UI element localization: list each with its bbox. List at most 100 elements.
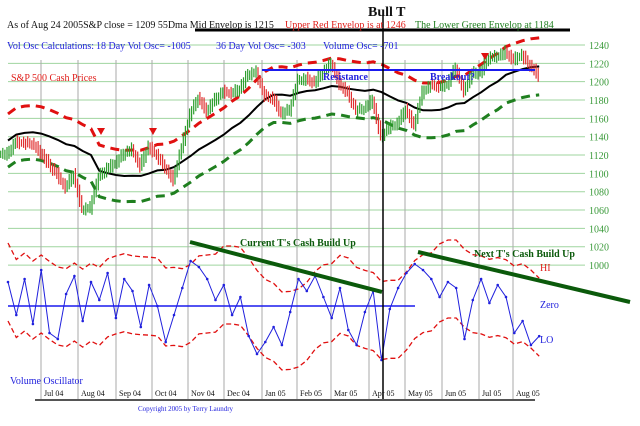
oscillator-point — [288, 310, 292, 314]
x-tick-label: Oct 04 — [155, 389, 177, 398]
sell-marker-icon — [149, 128, 157, 135]
oscillator-line — [7, 260, 540, 361]
oscillator-point — [73, 274, 76, 278]
y-tick-label: 1000 — [589, 261, 609, 272]
x-tick-label: Jun 05 — [445, 389, 466, 398]
oscillator-point — [139, 325, 143, 329]
oscillator-point — [122, 277, 126, 281]
price-envelopes — [7, 36, 540, 204]
chart-title: Bull T — [368, 5, 406, 20]
oscillator-point — [537, 334, 541, 338]
x-tick-label: Jan 05 — [265, 389, 286, 398]
upper-envelope-text: Upper Red Envelop is at 1246 — [285, 20, 406, 31]
oscillator-point — [81, 319, 84, 323]
x-tick-label: Mar 05 — [334, 389, 357, 398]
oscillator-point — [430, 277, 433, 281]
oscillator-point — [521, 319, 524, 323]
y-tick-label: 1140 — [589, 133, 609, 144]
osc-hi-band — [7, 239, 540, 293]
oscillator-point — [48, 331, 51, 335]
lower-envelope-text: The Lower Green Envelop at 1184 — [415, 20, 554, 31]
oscillator-point — [463, 337, 466, 341]
oscillator-point — [396, 286, 400, 290]
price-series-label: S&P 500 Cash Prices — [11, 73, 97, 84]
x-tick-label: Aug 05 — [516, 389, 540, 398]
oscillator-point — [6, 280, 10, 284]
y-tick-label: 1180 — [589, 96, 609, 107]
y-tick-label: 1100 — [589, 169, 609, 180]
oscillator-point — [355, 343, 358, 347]
oscillator-point — [56, 337, 60, 341]
oscillator-point — [305, 289, 309, 293]
next-t-trendline — [417, 250, 631, 304]
oscillator-point — [31, 322, 35, 326]
copyright: Copyright 2005 by Terry Laundry — [138, 405, 234, 413]
osc-lo-band — [7, 317, 540, 371]
oscillator-point — [247, 334, 250, 338]
oscillator-point — [214, 298, 217, 302]
oscillator-point — [205, 277, 209, 281]
oscillator-point — [438, 295, 441, 299]
y-tick-label: 1160 — [589, 114, 609, 125]
oscillator-point — [322, 295, 325, 299]
sell-marker-icon — [97, 128, 105, 135]
oscillator-point — [479, 277, 483, 281]
x-tick-label: May 05 — [408, 389, 433, 398]
oscillator-point — [380, 358, 383, 362]
oscillator-point — [106, 271, 109, 275]
oscillator-point — [405, 271, 408, 275]
moving-average-line — [7, 65, 540, 178]
oscillator-point — [421, 268, 425, 272]
oscillator-point — [222, 283, 226, 287]
oscillator-point — [23, 277, 26, 281]
y-tick-label: 1240 — [589, 41, 609, 52]
oscillator-point — [98, 298, 101, 302]
lower-envelope-line — [7, 93, 540, 204]
x-tick-label: Dec 04 — [227, 389, 250, 398]
oscillator-point — [330, 316, 334, 320]
y-tick-label: 1040 — [589, 224, 609, 235]
y-tick-labels: 1240 1220 1200 1180 1160 1140 1120 1100 1080 1060… — [589, 41, 609, 272]
current-t-trendline — [189, 240, 383, 294]
y-tick-label: 1060 — [589, 206, 609, 217]
oscillator-point — [14, 313, 18, 317]
oscillator-point — [189, 259, 192, 263]
oscillator-point — [239, 295, 242, 299]
y-tick-label: 1220 — [589, 59, 609, 70]
y-tick-label: 1020 — [589, 243, 609, 254]
oscillator-point — [164, 340, 167, 344]
price-bars — [0, 45, 539, 216]
x-tick-label: Apr 05 — [372, 389, 394, 398]
oscillator-point — [513, 331, 516, 335]
x-tick-label: Feb 05 — [300, 389, 322, 398]
oscillator-point — [297, 277, 300, 281]
oscillator-point — [280, 343, 284, 347]
oscillator-point — [363, 310, 367, 314]
oscillator-point — [230, 313, 234, 317]
oscillator-point — [272, 325, 275, 329]
oscillator-point — [454, 286, 458, 290]
oscillator-point — [496, 283, 500, 287]
resistance-label: Resistance — [323, 72, 368, 83]
hi-label: HI — [540, 263, 551, 274]
vol-osc-36: 36 Day Vol Osc= -303 — [216, 41, 306, 52]
zero-label: Zero — [540, 300, 559, 311]
y-tick-label: 1200 — [589, 78, 609, 89]
oscillator-point — [197, 265, 201, 269]
x-tick-labels: Jul 04 Aug 04 Sep 04 Oct 04 Nov 04 Dec 04 Jan … — [44, 389, 540, 398]
oscillator-point — [172, 313, 176, 317]
oscillator-point — [255, 352, 259, 356]
oscillator-point — [89, 280, 93, 284]
y-tick-label: 1120 — [589, 151, 609, 162]
oscillator-point — [504, 295, 508, 299]
oscillator-point — [64, 292, 68, 296]
oscillator-point — [338, 286, 342, 290]
oscillator-point — [131, 289, 134, 293]
x-tick-label: Sep 04 — [119, 389, 141, 398]
lo-label: LO — [540, 335, 554, 346]
summary-line: As of Aug 24 2005S&P close = 1209 55Dma … — [7, 20, 274, 31]
x-tick-label: Aug 04 — [81, 389, 105, 398]
oscillator-point — [413, 262, 417, 266]
vol-osc-18: 18 Day Vol Osc= -1005 — [96, 41, 191, 52]
